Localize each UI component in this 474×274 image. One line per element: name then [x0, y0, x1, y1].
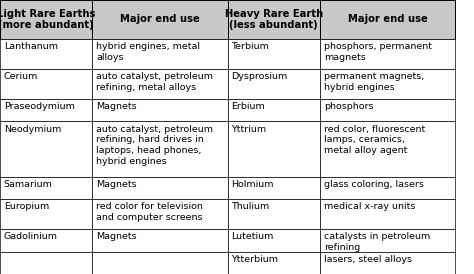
Bar [228, 39, 320, 69]
Bar [228, 177, 320, 199]
Text: permanent magnets,
hybrid engines: permanent magnets, hybrid engines [324, 72, 424, 92]
Text: Thulium: Thulium [231, 202, 270, 212]
Bar [0, 39, 92, 69]
Text: Major end use: Major end use [120, 15, 200, 24]
Text: red color for television
and computer screens: red color for television and computer sc… [96, 202, 203, 222]
Text: hybrid engines, metal
alloys: hybrid engines, metal alloys [96, 42, 200, 62]
Text: Neodymium: Neodymium [4, 125, 61, 133]
Bar [228, 69, 320, 99]
Text: Light Rare Earths
(more abundant): Light Rare Earths (more abundant) [0, 9, 95, 30]
Text: Heavy Rare Earth
(less abundant): Heavy Rare Earth (less abundant) [225, 9, 323, 30]
Text: Gadolinium: Gadolinium [4, 232, 58, 241]
Bar [0, 99, 92, 121]
Text: Ytterbium: Ytterbium [231, 255, 278, 264]
Text: catalysts in petroleum
refining: catalysts in petroleum refining [324, 232, 430, 252]
Bar [92, 99, 228, 121]
Bar [320, 177, 455, 199]
Bar [92, 199, 228, 229]
Bar [228, 99, 320, 121]
Text: Magnets: Magnets [96, 102, 137, 111]
Text: Dysprosium: Dysprosium [231, 72, 288, 81]
Bar [0, 252, 92, 274]
Bar [228, 121, 320, 177]
Text: Samarium: Samarium [4, 180, 53, 189]
Bar [320, 39, 455, 69]
Text: Terbium: Terbium [231, 42, 269, 51]
Text: Major end use: Major end use [347, 15, 428, 24]
Text: Lanthanum: Lanthanum [4, 42, 58, 51]
Bar [0, 121, 92, 177]
Text: lasers, steel alloys: lasers, steel alloys [324, 255, 412, 264]
Bar [0, 0, 92, 39]
Bar [0, 177, 92, 199]
Bar [320, 199, 455, 229]
Bar [228, 0, 320, 39]
Text: auto catalyst, petroleum
refining, hard drives in
laptops, head phones,
hybrid e: auto catalyst, petroleum refining, hard … [96, 125, 213, 166]
Bar [320, 121, 455, 177]
Bar [92, 39, 228, 69]
Text: Erbium: Erbium [231, 102, 265, 111]
Bar [228, 252, 320, 274]
Bar [320, 99, 455, 121]
Bar [92, 229, 228, 252]
Bar [92, 121, 228, 177]
Bar [92, 69, 228, 99]
Bar [92, 252, 228, 274]
Text: auto catalyst, petroleum
refining, metal alloys: auto catalyst, petroleum refining, metal… [96, 72, 213, 92]
Text: phosphors, permanent
magnets: phosphors, permanent magnets [324, 42, 432, 62]
Bar [92, 0, 228, 39]
Bar [320, 69, 455, 99]
Bar [0, 229, 92, 252]
Text: Europium: Europium [4, 202, 49, 212]
Text: red color, fluorescent
lamps, ceramics,
metal alloy agent: red color, fluorescent lamps, ceramics, … [324, 125, 425, 155]
Text: medical x-ray units: medical x-ray units [324, 202, 415, 212]
Text: Praseodymium: Praseodymium [4, 102, 75, 111]
Text: phosphors: phosphors [324, 102, 373, 111]
Bar [0, 69, 92, 99]
Bar [0, 199, 92, 229]
Bar [92, 177, 228, 199]
Bar [320, 252, 455, 274]
Text: Holmium: Holmium [231, 180, 274, 189]
Bar [320, 229, 455, 252]
Bar [228, 199, 320, 229]
Text: Magnets: Magnets [96, 232, 137, 241]
Bar [228, 229, 320, 252]
Text: Cerium: Cerium [4, 72, 38, 81]
Text: Magnets: Magnets [96, 180, 137, 189]
Text: glass coloring, lasers: glass coloring, lasers [324, 180, 424, 189]
Text: Yttrium: Yttrium [231, 125, 266, 133]
Bar [320, 0, 455, 39]
Text: Lutetium: Lutetium [231, 232, 273, 241]
